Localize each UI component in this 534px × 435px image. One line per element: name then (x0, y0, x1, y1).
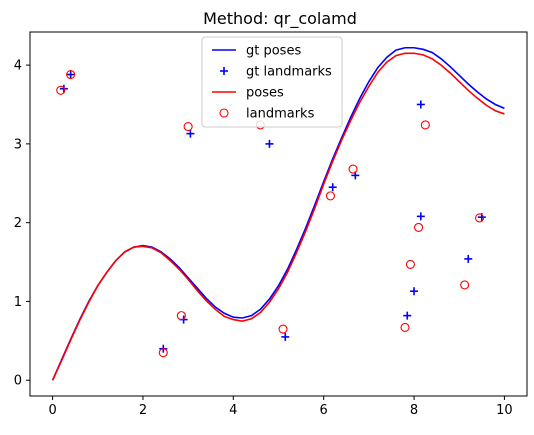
landmarks-marker (405, 259, 415, 269)
landmarks-marker (460, 280, 470, 290)
y-tick-label: 3 (14, 137, 22, 152)
gt-landmarks-marker (186, 129, 195, 138)
y-tick-label: 1 (14, 295, 22, 310)
gt-landmarks-marker (328, 183, 337, 192)
landmarks-marker (414, 222, 424, 232)
gt-landmarks-marker (416, 212, 425, 221)
landmarks-marker (66, 69, 76, 80)
legend: gt poses gt landmarks poses landmarks (201, 36, 343, 128)
legend-item-landmarks: landmarks (219, 107, 315, 122)
legend-item-gt-poses: gt poses (212, 44, 301, 59)
landmarks-marker (325, 191, 336, 201)
x-tick-label: 10 (496, 403, 513, 418)
gt-landmarks-marker (66, 70, 75, 79)
landmarks-marker (183, 121, 193, 132)
gt-landmarks-marker (265, 139, 274, 148)
gt-landmarks-marker (59, 84, 68, 93)
legend-box (201, 36, 343, 128)
plot-area (51, 46, 505, 381)
x-tick-label: 8 (410, 403, 418, 418)
landmarks-marker (278, 324, 288, 334)
legend-label: gt poses (246, 44, 301, 59)
gt-landmarks-marker (464, 254, 473, 263)
gt-landmarks-marker (410, 287, 419, 296)
axes-frame (29, 31, 528, 397)
legend-handle (219, 108, 229, 118)
legend-handle (220, 67, 228, 75)
gt-landmarks-marker (281, 332, 290, 341)
legend-label: landmarks (246, 107, 315, 122)
poses-line (51, 52, 505, 381)
y-tick-label: 4 (14, 59, 22, 74)
legend-item-poses: poses (212, 86, 284, 101)
gt-landmarks-marker (403, 311, 412, 320)
legend-label: poses (246, 86, 284, 101)
x-tick-label: 6 (320, 403, 328, 418)
x-tick-label: 0 (48, 403, 56, 418)
legend-label: gt landmarks (246, 65, 332, 80)
landmarks-marker (158, 348, 168, 358)
axis-ticks: 0 2 4 6 8 10 0 1 2 3 4 (14, 59, 513, 418)
y-tick-label: 2 (14, 216, 22, 231)
chart-title: Method: qr_colamd (203, 9, 357, 29)
y-tick-label: 0 (14, 374, 22, 389)
landmarks-marker (348, 164, 358, 174)
gt-landmarks-marker (416, 100, 425, 109)
landmarks-marker (176, 311, 186, 321)
landmarks-marker (56, 85, 66, 95)
legend-item-gt-landmarks: gt landmarks (220, 65, 332, 80)
landmarks-marker (420, 120, 430, 130)
x-tick-label: 2 (139, 403, 147, 418)
x-tick-label: 4 (229, 403, 237, 418)
landmarks-marker (400, 322, 410, 333)
landmarks-marker (475, 213, 485, 223)
